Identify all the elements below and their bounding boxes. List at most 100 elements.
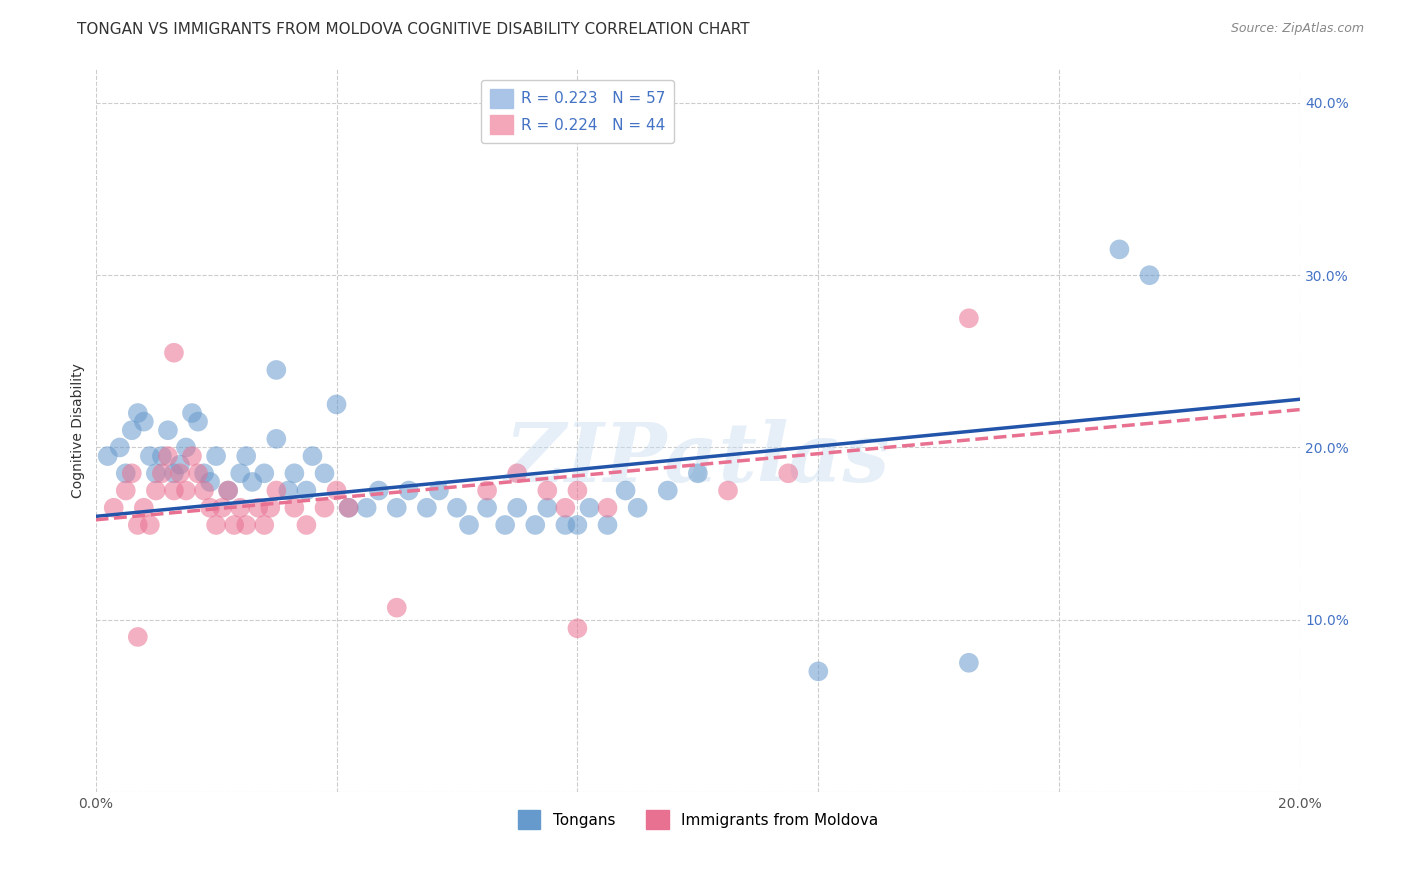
Point	[277, 483, 299, 498]
Point	[156, 449, 179, 463]
Point	[398, 483, 420, 498]
Point	[97, 449, 120, 463]
Point	[686, 467, 709, 481]
Point	[385, 500, 408, 515]
Point	[150, 467, 173, 481]
Point	[156, 423, 179, 437]
Y-axis label: Cognitive Disability: Cognitive Disability	[72, 363, 86, 498]
Point	[337, 500, 360, 515]
Point	[717, 483, 740, 498]
Point	[567, 621, 589, 635]
Point	[554, 500, 576, 515]
Point	[181, 406, 204, 420]
Point	[211, 500, 233, 515]
Point	[224, 518, 246, 533]
Point	[169, 467, 191, 481]
Point	[957, 311, 980, 326]
Point	[567, 483, 589, 498]
Point	[596, 518, 619, 533]
Point	[325, 483, 347, 498]
Point	[778, 467, 800, 481]
Point	[229, 467, 252, 481]
Point	[259, 500, 281, 515]
Point	[295, 518, 318, 533]
Point	[494, 518, 516, 533]
Point	[127, 406, 149, 420]
Point	[266, 363, 288, 377]
Point	[217, 483, 239, 498]
Point	[139, 518, 162, 533]
Point	[193, 483, 215, 498]
Point	[247, 500, 270, 515]
Point	[163, 483, 186, 498]
Point	[506, 500, 529, 515]
Point	[524, 518, 547, 533]
Point	[114, 467, 136, 481]
Point	[475, 483, 498, 498]
Point	[132, 500, 155, 515]
Point	[596, 500, 619, 515]
Point	[367, 483, 389, 498]
Point	[150, 449, 173, 463]
Point	[174, 441, 197, 455]
Point	[1108, 243, 1130, 257]
Point	[536, 483, 558, 498]
Point	[427, 483, 450, 498]
Point	[657, 483, 679, 498]
Point	[266, 432, 288, 446]
Point	[198, 500, 221, 515]
Point	[578, 500, 600, 515]
Point	[240, 475, 263, 489]
Text: Source: ZipAtlas.com: Source: ZipAtlas.com	[1230, 22, 1364, 36]
Point	[114, 483, 136, 498]
Point	[198, 475, 221, 489]
Point	[356, 500, 378, 515]
Point	[253, 518, 276, 533]
Point	[145, 467, 167, 481]
Point	[567, 518, 589, 533]
Point	[337, 500, 360, 515]
Point	[108, 441, 131, 455]
Point	[614, 483, 637, 498]
Point	[301, 449, 323, 463]
Point	[314, 467, 336, 481]
Point	[127, 518, 149, 533]
Point	[325, 397, 347, 411]
Text: ZIPatlas: ZIPatlas	[505, 419, 890, 500]
Point	[957, 656, 980, 670]
Point	[385, 600, 408, 615]
Point	[145, 483, 167, 498]
Point	[235, 518, 257, 533]
Point	[132, 415, 155, 429]
Point	[139, 449, 162, 463]
Point	[121, 467, 143, 481]
Point	[187, 415, 209, 429]
Point	[446, 500, 468, 515]
Point	[536, 500, 558, 515]
Point	[121, 423, 143, 437]
Point	[127, 630, 149, 644]
Point	[187, 467, 209, 481]
Point	[205, 449, 228, 463]
Point	[475, 500, 498, 515]
Point	[235, 449, 257, 463]
Point	[314, 500, 336, 515]
Point	[229, 500, 252, 515]
Point	[174, 483, 197, 498]
Point	[205, 518, 228, 533]
Point	[506, 467, 529, 481]
Point	[283, 500, 305, 515]
Legend: Tongans, Immigrants from Moldova: Tongans, Immigrants from Moldova	[512, 804, 884, 835]
Point	[458, 518, 481, 533]
Text: TONGAN VS IMMIGRANTS FROM MOLDOVA COGNITIVE DISABILITY CORRELATION CHART: TONGAN VS IMMIGRANTS FROM MOLDOVA COGNIT…	[77, 22, 749, 37]
Point	[169, 458, 191, 472]
Point	[266, 483, 288, 498]
Point	[217, 483, 239, 498]
Point	[103, 500, 125, 515]
Point	[193, 467, 215, 481]
Point	[163, 467, 186, 481]
Point	[807, 665, 830, 679]
Point	[627, 500, 650, 515]
Point	[283, 467, 305, 481]
Point	[554, 518, 576, 533]
